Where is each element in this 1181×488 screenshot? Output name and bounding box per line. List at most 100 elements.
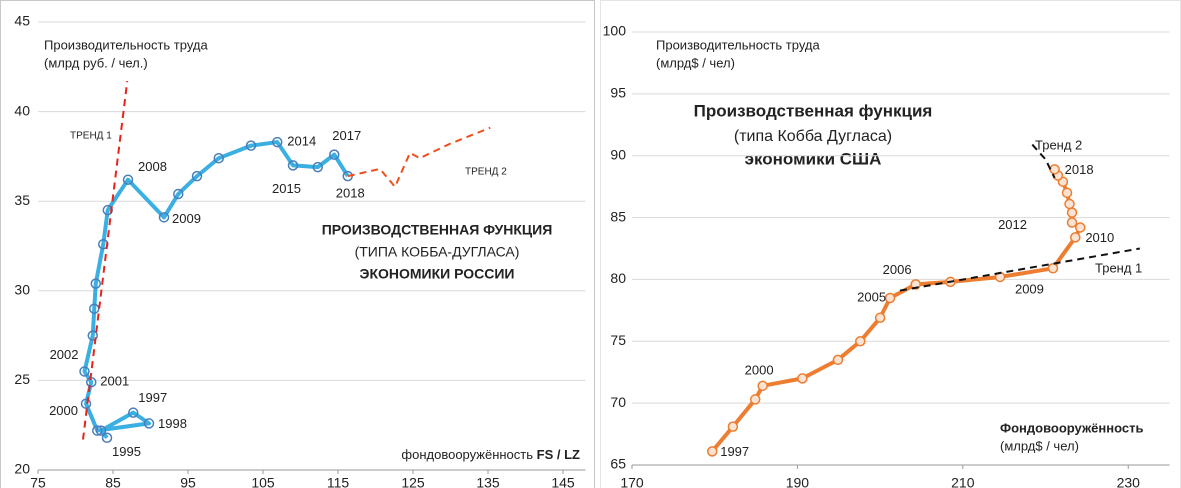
point-label: 2018 bbox=[336, 186, 365, 201]
y-tick-label: 35 bbox=[14, 192, 30, 208]
point-label: 2006 bbox=[883, 262, 912, 277]
marker bbox=[89, 303, 100, 314]
point-label: 2000 bbox=[745, 362, 774, 377]
x-tick-label: 210 bbox=[951, 475, 975, 488]
y-tick-label: 80 bbox=[610, 270, 626, 286]
marker bbox=[191, 170, 203, 182]
x-axis-unit: (млрд$ / чел) bbox=[1000, 438, 1079, 453]
point-label: 2005 bbox=[857, 289, 886, 304]
marker bbox=[122, 174, 134, 185]
point-label: 2000 bbox=[49, 403, 78, 418]
marker bbox=[92, 425, 103, 436]
marker bbox=[1066, 217, 1078, 228]
marker bbox=[1064, 198, 1075, 210]
marker bbox=[1075, 222, 1086, 233]
annotation: (ТИПА КОББА-ДУГЛАСА) bbox=[355, 244, 520, 260]
marker bbox=[832, 354, 844, 366]
marker bbox=[95, 425, 107, 436]
x-tick-label: 115 bbox=[327, 475, 350, 488]
annotation: ЭКОНОМИКИ РОССИИ bbox=[359, 266, 514, 282]
marker bbox=[128, 407, 139, 418]
marker bbox=[87, 330, 98, 341]
y-tick-label: 70 bbox=[610, 394, 626, 410]
marker bbox=[312, 161, 323, 173]
y-tick-label: 40 bbox=[14, 102, 30, 118]
point-label: 2010 bbox=[1085, 230, 1114, 245]
x-tick-label: 75 bbox=[30, 475, 46, 488]
trend-label: Тренд 1 bbox=[1095, 260, 1142, 275]
marker bbox=[101, 432, 113, 443]
marker bbox=[1049, 164, 1060, 175]
annotation: ПРОИЗВОДСТВЕННАЯ ФУНКЦИЯ bbox=[322, 222, 553, 238]
point-label: 2009 bbox=[1015, 282, 1044, 297]
y-axis-label: Производительность труда bbox=[44, 37, 208, 52]
point-label: 1997 bbox=[138, 390, 167, 405]
trend-line bbox=[82, 81, 129, 440]
marker bbox=[173, 188, 184, 200]
point-label: 2009 bbox=[172, 211, 201, 226]
y-tick-label: 95 bbox=[610, 85, 626, 101]
point-label: 2012 bbox=[998, 217, 1027, 232]
y-tick-label: 100 bbox=[603, 23, 627, 39]
point-label: 2017 bbox=[332, 128, 361, 143]
y-tick-label: 30 bbox=[14, 282, 30, 298]
marker bbox=[213, 152, 224, 164]
point-label: 1998 bbox=[158, 416, 187, 431]
y-tick-label: 75 bbox=[610, 332, 626, 348]
point-label: 2002 bbox=[50, 347, 79, 362]
point-label: 2001 bbox=[100, 374, 129, 389]
data-line bbox=[710, 168, 1083, 453]
x-axis-label-bold: FS / LZ bbox=[537, 447, 580, 462]
marker bbox=[1070, 232, 1081, 243]
point-label: 2008 bbox=[138, 159, 167, 174]
trend-label: ТРЕНД 2 bbox=[465, 167, 507, 178]
x-axis-label-text: фондовооружённость bbox=[401, 447, 533, 462]
y-tick-label: 20 bbox=[14, 461, 30, 477]
marker bbox=[884, 292, 896, 304]
x-tick-label: 145 bbox=[551, 475, 575, 488]
point-label: 2014 bbox=[287, 134, 316, 149]
marker bbox=[287, 160, 299, 171]
y-tick-label: 25 bbox=[14, 371, 30, 387]
marker bbox=[143, 418, 155, 429]
y-axis-label: Производительность труда bbox=[656, 37, 820, 52]
x-tick-label: 125 bbox=[401, 475, 425, 488]
marker bbox=[158, 212, 170, 223]
marker bbox=[749, 394, 761, 405]
marker bbox=[329, 149, 340, 160]
y-tick-label: 65 bbox=[610, 456, 626, 472]
x-tick-label: 230 bbox=[1117, 475, 1141, 488]
marker bbox=[1061, 187, 1073, 199]
x-axis-label: Фондовооружённость bbox=[1000, 420, 1143, 435]
y-tick-label: 85 bbox=[610, 208, 626, 224]
x-tick-label: 105 bbox=[251, 475, 275, 488]
point-label: 1995 bbox=[112, 444, 141, 459]
x-tick-label: 85 bbox=[105, 475, 121, 488]
data-line bbox=[82, 140, 350, 440]
marker bbox=[706, 446, 718, 457]
point-label: 1997 bbox=[720, 444, 749, 459]
y-axis-unit: (млрд руб. / чел.) bbox=[44, 55, 148, 70]
y-tick-label: 90 bbox=[610, 146, 626, 162]
marker bbox=[245, 140, 257, 151]
marker bbox=[757, 380, 768, 392]
point-label: 2015 bbox=[272, 181, 301, 196]
marker bbox=[79, 366, 90, 377]
marker bbox=[1047, 263, 1059, 274]
trend-line bbox=[347, 126, 491, 188]
marker bbox=[727, 421, 739, 432]
marker bbox=[1066, 207, 1078, 218]
marker bbox=[855, 336, 866, 347]
y-axis-unit: (млрд$ / чел) bbox=[656, 55, 735, 70]
annotation: (типа Кобба Дугласа) bbox=[734, 128, 892, 145]
y-tick-label: 45 bbox=[14, 13, 30, 29]
marker bbox=[874, 312, 886, 324]
trend-line bbox=[899, 247, 1141, 292]
point-label: 2018 bbox=[1065, 162, 1094, 177]
x-tick-label: 95 bbox=[180, 475, 196, 488]
trend-label: ТРЕНД 1 bbox=[70, 131, 112, 142]
marker bbox=[272, 136, 283, 148]
x-tick-label: 135 bbox=[476, 475, 500, 488]
annotation: экономики США bbox=[745, 149, 882, 168]
